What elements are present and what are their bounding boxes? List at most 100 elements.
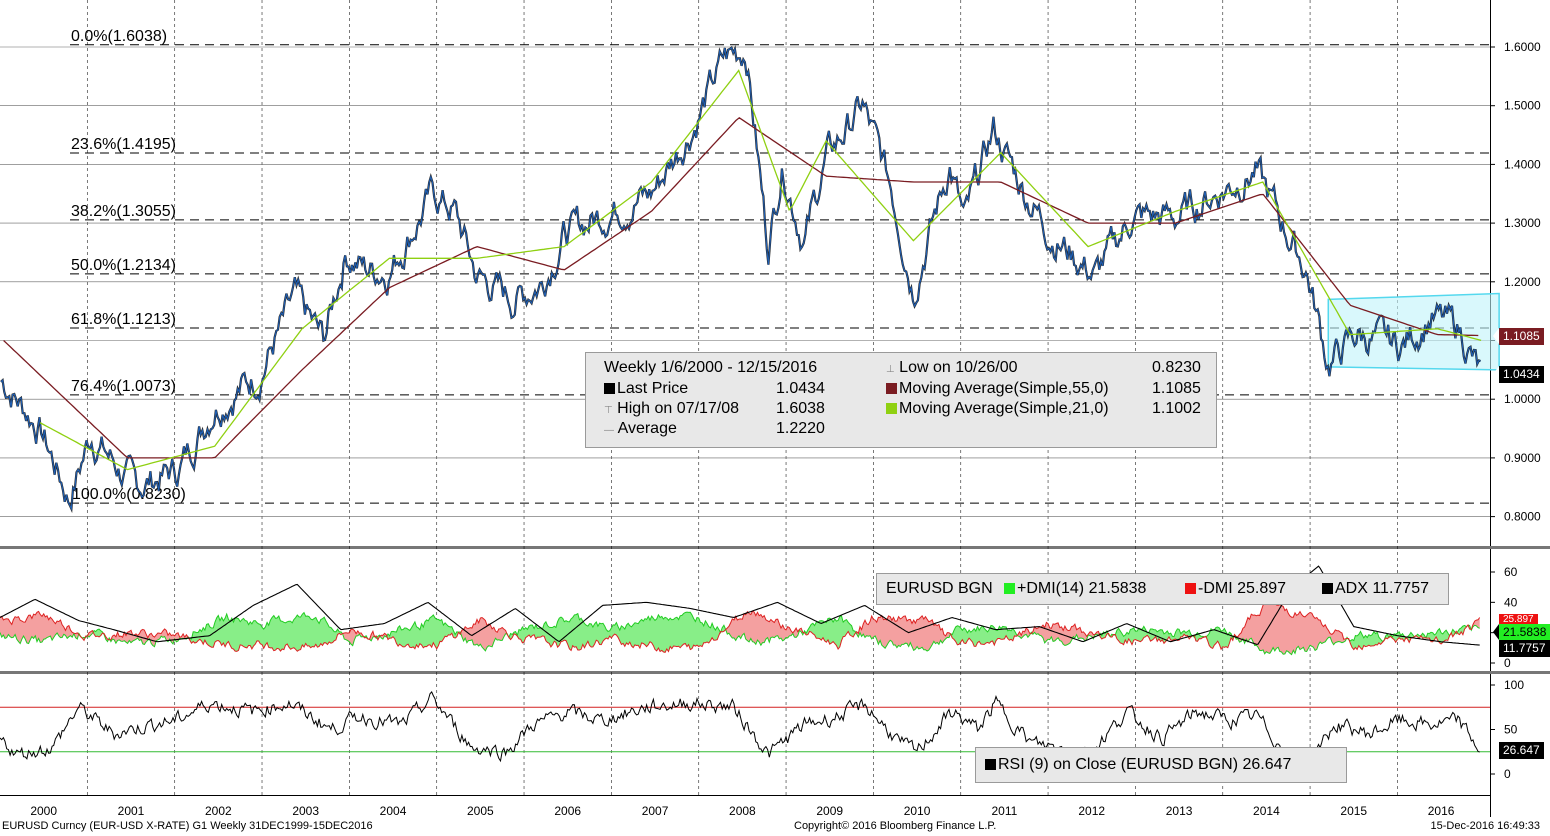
legend-ma55-label: Moving Average(Simple,55,0) (886, 380, 1109, 398)
legend-ma55-value: 1.1085 (1152, 380, 1201, 397)
price-tick-label: 1.6000 (1504, 40, 1541, 54)
dmi-tick-label: 40 (1504, 595, 1518, 609)
legend-average-value: 1.2220 (776, 420, 825, 437)
legend-low-text: Low on 10/26/00 (899, 359, 1018, 376)
legend-high-label: ⊤ High on 07/17/08 (604, 400, 739, 418)
rsi-tick-label: 50 (1504, 723, 1518, 737)
legend-average-text: Average (617, 420, 677, 437)
price-legend: Weekly 1/6/2000 - 12/15/2016 ⊥ Low on 10… (585, 352, 1217, 448)
legend-ma55-text: Moving Average(Simple,55,0) (899, 380, 1109, 397)
adx-swatch-icon (1322, 583, 1333, 595)
price-tick-label: 1.0000 (1504, 392, 1541, 406)
year-label: 2009 (816, 804, 843, 818)
plus-dmi-swatch-icon (1004, 583, 1015, 595)
price-tick-label: 1.2000 (1504, 275, 1541, 289)
high-marker-icon: ⊤ (604, 405, 613, 416)
legend-ma21-text: Moving Average(Simple,21,0) (899, 400, 1109, 417)
ma21-swatch-icon (886, 403, 897, 415)
legend-low-value: 0.8230 (1152, 359, 1201, 376)
price-tick-label: 1.3000 (1504, 216, 1541, 230)
rsi-tick-label: 100 (1504, 678, 1524, 692)
year-label: 2010 (904, 804, 931, 818)
year-label: 2011 (991, 804, 1017, 818)
price-tick-label: 1.5000 (1504, 99, 1541, 113)
dmi-legend: EURUSD BGN +DMI(14) 21.5838 -DMI 25.897 … (876, 573, 1449, 605)
average-marker-icon: — (604, 425, 614, 436)
price-tick-label: 1.4000 (1504, 157, 1541, 171)
legend-high-text: High on 07/17/08 (617, 400, 740, 417)
legend-low-label: ⊥ Low on 10/26/00 (886, 359, 1018, 377)
legend-high-value: 1.6038 (776, 400, 825, 417)
fibonacci-label: 76.4%(1.0073) (71, 378, 176, 395)
year-label: 2004 (380, 804, 407, 818)
year-label: 2005 (467, 804, 494, 818)
legend-last-label: Last Price (604, 380, 688, 398)
legend-last-value: 1.0434 (776, 380, 825, 397)
legend-ma21-value: 1.1002 (1152, 400, 1201, 417)
plus-dmi-tag: 21.5838 (1492, 624, 1550, 641)
year-label: 2015 (1340, 804, 1367, 818)
fibonacci-label: 61.8%(1.1213) (71, 311, 176, 328)
separator-price-dmi (0, 546, 1550, 549)
dmi-legend-ticker: EURUSD BGN (886, 580, 993, 597)
rsi-legend-row: RSI (9) on Close (EURUSD BGN) 26.647 (985, 756, 1291, 774)
legend-last-text: Last Price (617, 380, 689, 397)
price-tick-label: 0.8000 (1504, 510, 1541, 524)
fibonacci-label: 50.0%(1.2134) (71, 257, 176, 274)
dmi-minus-fill (0, 599, 1480, 655)
minus-dmi-line (0, 598, 1481, 653)
last-price-swatch-icon (604, 383, 615, 395)
legend-average-label: — Average (604, 420, 677, 438)
dmi-legend-minus: -DMI 25.897 (1185, 580, 1286, 598)
price-tick-label: 0.9000 (1504, 451, 1541, 465)
plus-dmi-text: +DMI(14) 21.5838 (1017, 580, 1147, 597)
footer-security: EURUSD Curncy (EUR-USD X-RATE) G1 Weekly… (2, 820, 373, 832)
trend-channel (1327, 292, 1500, 371)
rsi-legend: RSI (9) on Close (EURUSD BGN) 26.647 (975, 747, 1347, 783)
rsi-swatch-icon (985, 759, 996, 771)
year-label: 2012 (1078, 804, 1105, 818)
year-label: 2001 (118, 804, 145, 818)
minus-dmi-swatch-icon (1185, 583, 1196, 595)
last-price-tag: 1.0434 (1493, 366, 1544, 383)
dmi-tick-label: 60 (1504, 565, 1518, 579)
fibonacci-label: 23.6%(1.4195) (71, 136, 176, 153)
dmi-plus-fill (78, 612, 1472, 653)
minus-dmi-tag: 25.897 (1493, 614, 1538, 630)
rsi-line (0, 690, 1480, 763)
adx-text: ADX 11.7757 (1335, 580, 1429, 597)
year-label: 2006 (554, 804, 581, 818)
legend-period: Weekly 1/6/2000 - 12/15/2016 (604, 359, 818, 376)
minus-dmi-text: -DMI 25.897 (1198, 580, 1287, 597)
adx-tag: 11.7757 (1493, 640, 1550, 657)
adx-line (0, 565, 1480, 646)
year-label: 2008 (729, 804, 756, 818)
fibonacci-label: 100.0%(0.8230) (72, 486, 186, 503)
year-label: 2016 (1428, 804, 1455, 818)
legend-ma21-label: Moving Average(Simple,21,0) (886, 400, 1109, 418)
dmi-legend-adx: ADX 11.7757 (1322, 580, 1429, 598)
rsi-tick-label: 0 (1504, 767, 1511, 781)
plus-dmi-line (0, 611, 1480, 656)
low-marker-icon: ⊥ (886, 364, 895, 375)
ma55-line (3, 116, 1479, 459)
rsi-legend-text: RSI (9) on Close (EURUSD BGN) 26.647 (998, 756, 1292, 773)
year-label: 2014 (1253, 804, 1280, 818)
ma55-swatch-icon (886, 383, 897, 395)
fibonacci-label: 38.2%(1.3055) (71, 203, 176, 220)
footer-copyright: Copyright© 2016 Bloomberg Finance L.P. (794, 820, 997, 832)
year-label: 2013 (1166, 804, 1193, 818)
dmi-legend-plus: +DMI(14) 21.5838 (1004, 580, 1146, 598)
fibonacci-label: 0.0%(1.6038) (71, 28, 167, 45)
ma21-line (39, 69, 1482, 471)
year-label: 2003 (292, 804, 319, 818)
separator-dmi-rsi (0, 671, 1550, 674)
price-line (0, 46, 1481, 511)
year-label: 2002 (205, 804, 232, 818)
year-label: 2000 (30, 804, 57, 818)
rsi-tag: 26.647 (1493, 742, 1544, 759)
dmi-tick-label: 0 (1504, 656, 1511, 670)
footer-timestamp: 15-Dec-2016 16:49:33 (1430, 820, 1540, 832)
ma55-value-tag: 1.1085 (1493, 328, 1544, 345)
